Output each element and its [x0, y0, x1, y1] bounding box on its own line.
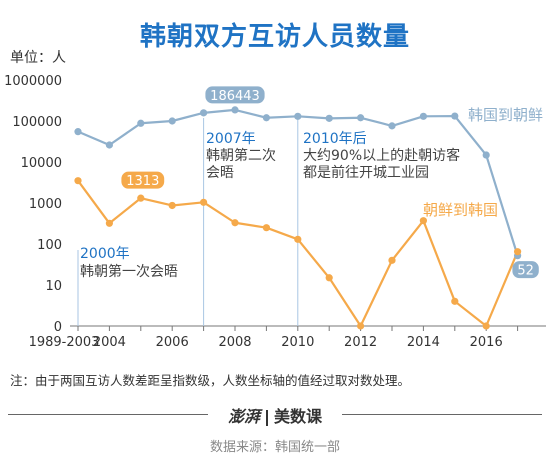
data-point	[200, 198, 208, 206]
data-source: 数据来源：韩国统一部	[209, 440, 340, 455]
data-point	[357, 322, 365, 330]
annotation-2007-year: 2007年	[206, 131, 256, 147]
y-tick-label: 100000	[12, 115, 62, 130]
y-tick-label: 100	[37, 238, 62, 253]
data-point	[514, 248, 522, 256]
data-point	[357, 114, 365, 122]
y-tick-label: 0	[54, 320, 62, 335]
annotation-2010-year: 2010年后	[303, 131, 367, 147]
annotation-2010-text2: 都是前往开城工业园	[303, 164, 429, 181]
data-point	[105, 219, 113, 227]
data-point	[451, 297, 459, 305]
y-tick-label: 1000000	[4, 74, 62, 89]
data-point	[231, 106, 239, 114]
brand-divider-left	[8, 414, 208, 415]
x-tick-label: 2006	[156, 335, 189, 350]
brand-separator	[266, 409, 268, 426]
annotation-2000-year: 2000年	[80, 246, 130, 262]
callout-label: 186443	[210, 89, 260, 104]
x-tick-label: 2008	[218, 335, 251, 350]
annotation-2010-text1: 大约90%以上的赴朝访客	[303, 147, 460, 164]
x-tick-label: 2010	[281, 335, 314, 350]
data-point	[451, 112, 459, 120]
annotation-2007-text1: 韩朝第二次	[206, 147, 276, 164]
data-point	[231, 219, 239, 227]
y-tick-label: 10000	[21, 156, 62, 171]
data-point	[388, 122, 396, 130]
y-tick-label: 10	[45, 279, 62, 294]
data-point	[137, 119, 145, 127]
data-point	[262, 224, 270, 232]
footnote: 注：由于两国互访人数差距呈指数级，人数坐标轴的值经过取对数处理。	[10, 373, 411, 388]
data-point	[388, 256, 396, 264]
data-point	[74, 177, 82, 185]
callout-label: 1313	[126, 174, 159, 189]
unit-label: 单位：人	[10, 50, 66, 66]
callout-bubble	[512, 261, 539, 279]
y-tick-label: 1000	[29, 197, 62, 212]
data-point	[137, 194, 145, 202]
brand-row: 澎湃 美数课	[0, 395, 550, 435]
data-point	[168, 201, 176, 210]
x-tick-label: 2016	[470, 335, 503, 350]
brand-divider-right	[342, 414, 542, 415]
data-point	[74, 128, 82, 136]
data-point	[419, 112, 427, 120]
data-point	[168, 117, 176, 125]
data-point	[482, 151, 490, 159]
callout-label: 52	[517, 264, 534, 279]
data-point	[294, 235, 302, 243]
data-point	[482, 322, 490, 330]
data-point	[262, 114, 270, 122]
x-tick-label: 2004	[93, 335, 126, 350]
x-tick-label: 2014	[407, 335, 440, 350]
series-label-north-to-south: 朝鲜到韩国	[423, 201, 498, 219]
annotation-2007-text2: 会晤	[206, 165, 234, 181]
data-point	[325, 114, 333, 122]
chart-title: 韩朝双方互访人员数量	[139, 22, 410, 52]
x-tick-label: 2012	[344, 335, 377, 350]
data-point	[105, 141, 113, 149]
annotation-2000-text: 韩朝第一次会晤	[80, 263, 178, 280]
brand-column: 美数课	[274, 407, 323, 426]
data-point	[294, 112, 302, 120]
data-point	[200, 109, 208, 117]
brand-name: 澎湃	[227, 407, 260, 426]
callout-bubble	[121, 171, 165, 189]
x-tick-label: 1989-2003	[29, 335, 100, 350]
brand-logo: 澎湃 美数课	[0, 403, 550, 427]
data-point	[419, 217, 427, 225]
series-label-south-to-north: 韩国到朝鲜	[468, 106, 543, 124]
callout-bubble	[205, 86, 265, 104]
data-point	[325, 274, 333, 282]
